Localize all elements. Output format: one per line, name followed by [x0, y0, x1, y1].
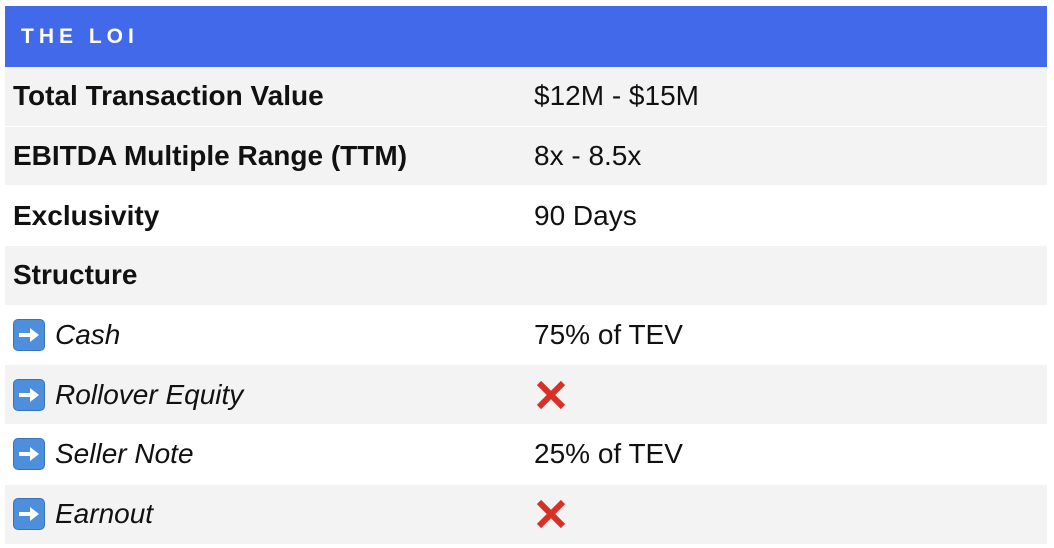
right-arrow-icon — [13, 438, 45, 471]
row-label-cell: Rollover Equity — [5, 378, 534, 411]
row-value-cell — [534, 378, 1047, 412]
table-header: THE LOI — [5, 6, 1047, 67]
table-row: Rollover Equity — [5, 365, 1047, 426]
table-row: Exclusivity 90 Days — [5, 186, 1047, 247]
loi-table: THE LOI Total Transaction Value $12M - $… — [5, 6, 1047, 545]
row-value: 75% of TEV — [534, 319, 683, 351]
row-label: Structure — [13, 259, 138, 291]
right-arrow-icon — [13, 319, 45, 352]
row-label: Total Transaction Value — [13, 80, 324, 112]
row-label: EBITDA Multiple Range (TTM) — [13, 140, 408, 172]
table-title: THE LOI — [21, 24, 139, 48]
row-label: Cash — [55, 319, 121, 351]
row-label-cell: Cash — [5, 319, 534, 352]
row-value: 8x - 8.5x — [534, 140, 642, 172]
row-value: 25% of TEV — [534, 438, 683, 470]
row-label: Seller Note — [55, 438, 194, 470]
row-value: 90 Days — [534, 199, 637, 231]
row-label: Earnout — [55, 498, 154, 530]
row-label-cell: Earnout — [5, 498, 534, 531]
row-label-cell: Seller Note — [5, 438, 534, 471]
row-label: Rollover Equity — [55, 378, 244, 410]
table-row: Structure — [5, 246, 1047, 306]
cross-mark-icon — [536, 380, 566, 409]
right-arrow-icon — [13, 498, 45, 531]
table-row: EBITDA Multiple Range (TTM) 8x - 8.5x — [5, 126, 1047, 187]
right-arrow-icon — [13, 378, 45, 411]
row-label: Exclusivity — [13, 199, 160, 231]
table-row: Seller Note 25% of TEV — [5, 425, 1047, 485]
row-value: $12M - $15M — [534, 80, 699, 112]
table-row: Total Transaction Value $12M - $15M — [5, 67, 1047, 127]
table-row: Earnout — [5, 484, 1047, 545]
row-value-cell — [534, 497, 1047, 531]
table-row: Cash 75% of TEV — [5, 305, 1047, 366]
cross-mark-icon — [536, 500, 566, 529]
